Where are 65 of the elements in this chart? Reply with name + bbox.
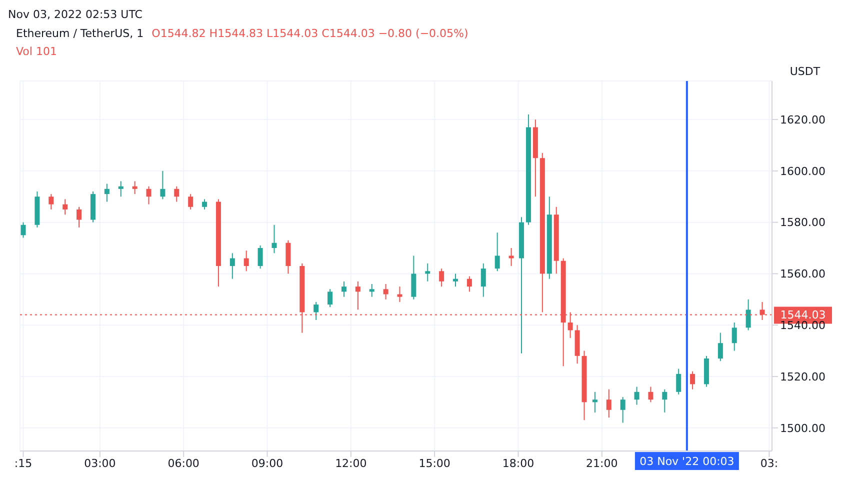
candlestick — [718, 332, 723, 362]
candlestick — [341, 280, 346, 298]
candlestick — [508, 248, 514, 266]
candlestick — [202, 198, 208, 210]
candlestick — [397, 286, 402, 302]
x-tick-label: :15 — [14, 456, 32, 470]
candlestick — [592, 391, 598, 413]
x-tick-label: 06:00 — [168, 456, 200, 470]
text: Nov 03, 2022 02:53 UTC — [8, 8, 144, 23]
x-tick-label: 21:00 — [586, 456, 618, 470]
candlestick — [146, 186, 152, 205]
candlestick — [746, 298, 751, 331]
candlestick — [118, 180, 124, 198]
chart-title: Ethereum / TetherUS, 1 — [16, 27, 144, 40]
y-tick-label: 1500.00 — [780, 422, 826, 435]
candlestick — [676, 368, 682, 395]
candlestick — [494, 232, 500, 272]
y-axis-title: USDT — [790, 65, 820, 78]
candlestick — [104, 183, 110, 202]
candlestick — [369, 283, 374, 298]
candlestick — [244, 250, 249, 272]
candlestick — [48, 194, 54, 210]
candlestick — [634, 386, 640, 406]
candlestick — [690, 370, 696, 390]
y-tick-label: 1520.00 — [780, 370, 826, 384]
text: O1544.82 H1544.83 L1544.03 C1544.03 −0.80 (−0.05%) — [152, 27, 468, 40]
candlestick — [314, 301, 319, 320]
candlestick — [355, 280, 360, 310]
candlestick — [425, 262, 430, 282]
ref-line-label: 03 Nov '22 00:03 — [640, 455, 734, 468]
ref-line-label: 1544.03 — [780, 308, 826, 322]
candlestick — [453, 273, 458, 288]
y-tick-label: 1600.00 — [780, 164, 826, 178]
x-tick-label: 03:00 — [84, 456, 116, 470]
x-tick-label: 18:00 — [502, 456, 534, 470]
candlestick — [258, 244, 263, 270]
x-tick-label: 15:00 — [418, 456, 450, 470]
candlestick — [732, 322, 737, 352]
candlestick — [480, 262, 486, 298]
candlestick — [20, 222, 26, 238]
x-tick-label: 12:00 — [335, 456, 367, 470]
candlestick — [272, 224, 277, 254]
text: Vol 101 — [15, 44, 58, 60]
candlestick — [62, 198, 68, 216]
candlestick — [648, 386, 654, 403]
candlestick — [411, 255, 416, 300]
candlestick — [188, 194, 194, 210]
candlestick — [132, 180, 138, 195]
candlestick — [439, 268, 444, 288]
candlestick — [606, 388, 612, 418]
candlestick — [174, 186, 180, 202]
candlestick — [76, 206, 82, 228]
candlestick — [286, 240, 291, 274]
y-tick-label: 1560.00 — [780, 268, 826, 281]
y-tick-label: 1580.00 — [780, 216, 826, 230]
candlestick — [383, 283, 388, 300]
x-tick-label: 09:00 — [251, 456, 284, 470]
candlestick — [160, 170, 166, 200]
x-tick-label: 03: — [760, 456, 778, 470]
candlestick — [620, 396, 626, 424]
candlestick — [466, 276, 472, 292]
candlestick — [662, 388, 668, 413]
y-tick-label: 1620.00 — [780, 113, 826, 126]
candlestick — [230, 252, 235, 280]
candlestick — [328, 288, 333, 308]
